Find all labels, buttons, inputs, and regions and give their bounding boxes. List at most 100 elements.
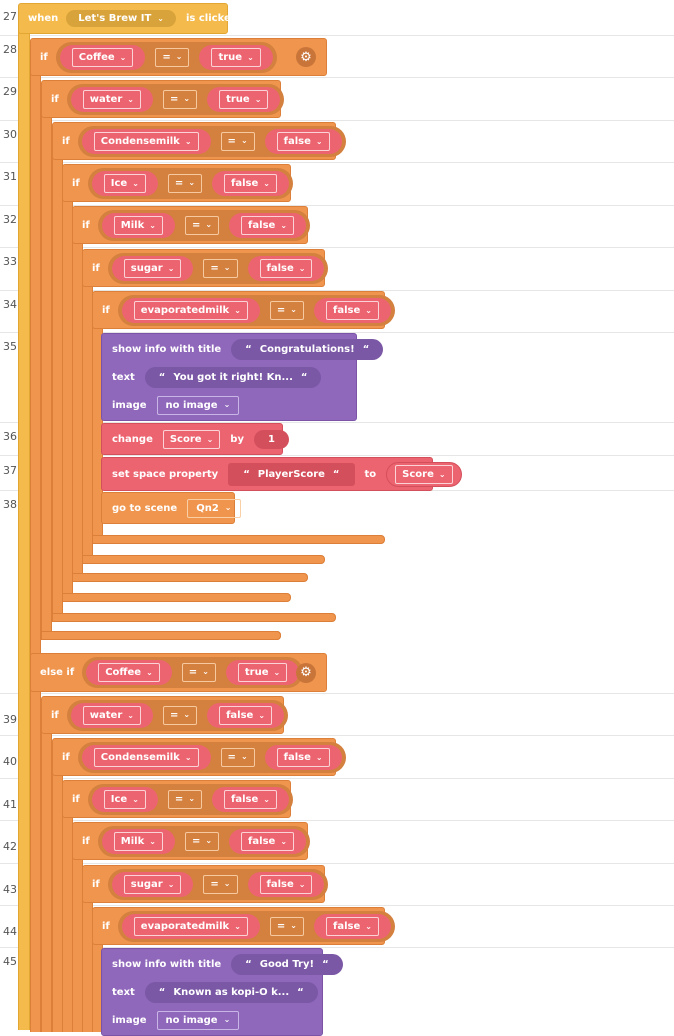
if-block-header[interactable]: if water ⌄ = ⌄ false ⌄ xyxy=(41,696,289,734)
condition-expression[interactable]: Coffee ⌄ = ⌄ true ⌄ xyxy=(55,41,277,73)
condition-expression[interactable]: Condensemilk ⌄ = ⌄ false ⌄ xyxy=(77,741,346,773)
to-variable-dropdown[interactable]: Score ⌄ xyxy=(395,464,453,484)
image-dropdown[interactable]: no image ⌄ xyxy=(156,1010,240,1030)
variable-dropdown[interactable]: evaporatedmilk ⌄ xyxy=(133,916,248,936)
operator-dropdown[interactable]: = ⌄ xyxy=(203,258,238,278)
value-dropdown[interactable]: false ⌄ xyxy=(224,173,277,193)
title-string-input[interactable]: “Good Try! “ xyxy=(231,953,343,975)
value-dropdown[interactable]: false ⌄ xyxy=(224,789,277,809)
when-clicked-block[interactable]: when Let's Brew IT ⌄ is clicked xyxy=(18,3,238,34)
value-dropdown[interactable]: false ⌄ xyxy=(241,831,295,851)
set-space-property-block[interactable]: set space property “PlayerScore “ to Score ⌄ xyxy=(101,457,462,491)
variable-dropdown[interactable]: sugar ⌄ xyxy=(123,258,182,278)
variable-dropdown[interactable]: sugar ⌄ xyxy=(123,874,182,894)
operator-dropdown[interactable]: = ⌄ xyxy=(269,916,304,936)
show-info-block[interactable]: show info with title “Congratulations! “ te… xyxy=(101,333,384,421)
text-string-input[interactable]: “You got it right! Kn... “ xyxy=(144,366,322,388)
value-dropdown[interactable]: false ⌄ xyxy=(276,131,330,151)
event-target-dropdown[interactable]: Let's Brew IT ⌄ xyxy=(66,10,176,27)
text-string-input[interactable]: “Known as kopi-O k... “ xyxy=(144,981,318,1003)
operator-dropdown[interactable]: = ⌄ xyxy=(167,789,203,809)
condition-expression[interactable]: Coffee ⌄ = ⌄ true ⌄ xyxy=(82,657,304,688)
if-block-header[interactable]: if evaporatedmilk ⌄ = ⌄ false ⌄ xyxy=(92,907,395,945)
condition-expression[interactable]: Ice ⌄ = ⌄ false ⌄ xyxy=(87,167,293,199)
operator: = xyxy=(191,835,201,847)
if-block-header[interactable]: if Condensemilk ⌄ = ⌄ false ⌄ xyxy=(52,122,346,160)
condition-expression[interactable]: sugar ⌄ = ⌄ false ⌄ xyxy=(107,252,329,284)
variable-dropdown[interactable]: Condensemilk ⌄ xyxy=(93,747,199,767)
if-block-header[interactable]: else if Coffee ⌄ = ⌄ true ⌄ ⚙ xyxy=(30,653,327,692)
info-title-row: show info with title “Congratulations! “ xyxy=(112,338,384,360)
value-dropdown[interactable]: false ⌄ xyxy=(219,705,273,725)
value-dropdown[interactable]: true ⌄ xyxy=(219,89,269,109)
scene-name: Qn2 xyxy=(196,502,219,514)
if-block-header[interactable]: if evaporatedmilk ⌄ = ⌄ false ⌄ xyxy=(92,291,395,329)
variable-dropdown[interactable]: Milk ⌄ xyxy=(113,215,163,235)
value-dropdown[interactable]: false ⌄ xyxy=(276,747,330,767)
if-block-header[interactable]: if Milk ⌄ = ⌄ false ⌄ xyxy=(72,822,311,860)
value-dropdown[interactable]: false ⌄ xyxy=(325,916,379,936)
if-block-header[interactable]: if water ⌄ = ⌄ true ⌄ xyxy=(41,80,285,118)
condition-expression[interactable]: water ⌄ = ⌄ true ⌄ xyxy=(66,83,285,115)
value: true xyxy=(244,667,269,678)
value-dropdown[interactable]: true ⌄ xyxy=(211,47,261,67)
variable-dropdown[interactable]: Ice ⌄ xyxy=(103,789,146,809)
value-dropdown[interactable]: true ⌄ xyxy=(237,663,288,682)
value-dropdown[interactable]: false ⌄ xyxy=(259,874,313,894)
value-dropdown[interactable]: false ⌄ xyxy=(325,300,379,320)
if-block-header[interactable]: if Milk ⌄ = ⌄ false ⌄ xyxy=(72,206,311,244)
operator-dropdown[interactable]: = ⌄ xyxy=(162,89,198,109)
condition-expression[interactable]: sugar ⌄ = ⌄ false ⌄ xyxy=(107,868,329,900)
value-dropdown[interactable]: false ⌄ xyxy=(241,215,295,235)
chevron-down-icon: ⌄ xyxy=(146,668,153,677)
condition-expression[interactable]: Milk ⌄ = ⌄ false ⌄ xyxy=(97,825,311,857)
condition-expression[interactable]: evaporatedmilk ⌄ = ⌄ false ⌄ xyxy=(117,294,395,326)
chevron-down-icon: ⌄ xyxy=(234,305,241,315)
operator-dropdown[interactable]: = ⌄ xyxy=(220,131,255,151)
property-string-input[interactable]: “PlayerScore “ xyxy=(228,462,355,486)
operator-dropdown[interactable]: = ⌄ xyxy=(184,831,220,851)
chevron-down-icon: ⌄ xyxy=(184,136,192,146)
if-block-header[interactable]: if sugar ⌄ = ⌄ false ⌄ xyxy=(82,865,329,903)
condition-expression[interactable]: Condensemilk ⌄ = ⌄ false ⌄ xyxy=(77,125,346,157)
if-block-header[interactable]: if sugar ⌄ = ⌄ false ⌄ xyxy=(82,249,329,287)
if-block-spine xyxy=(30,663,41,1032)
operator-dropdown[interactable]: = ⌄ xyxy=(269,300,304,320)
gear-icon[interactable]: ⚙ xyxy=(296,662,316,683)
go-to-scene-block[interactable]: go to scene Qn2 ⌄ xyxy=(101,492,241,524)
operator-dropdown[interactable]: = ⌄ xyxy=(155,47,190,67)
show-info-block[interactable]: show info with title “Good Try! “ text “Know… xyxy=(101,948,343,1036)
operator-dropdown[interactable]: = ⌄ xyxy=(203,874,238,894)
operator-dropdown[interactable]: = ⌄ xyxy=(167,173,203,193)
if-block-header[interactable]: if Ice ⌄ = ⌄ false ⌄ xyxy=(62,780,293,818)
operator-dropdown[interactable]: = ⌄ xyxy=(181,663,216,682)
variable-dropdown[interactable]: Ice ⌄ xyxy=(103,173,146,193)
scene-dropdown[interactable]: Qn2 ⌄ xyxy=(187,498,241,518)
operator-dropdown[interactable]: = ⌄ xyxy=(220,747,255,767)
condition-expression[interactable]: water ⌄ = ⌄ false ⌄ xyxy=(66,699,289,731)
variable-dropdown[interactable]: Condensemilk ⌄ xyxy=(93,131,199,151)
condition-expression[interactable]: Ice ⌄ = ⌄ false ⌄ xyxy=(87,783,293,815)
gear-icon[interactable]: ⚙ xyxy=(296,47,316,67)
variable-dropdown[interactable]: evaporatedmilk ⌄ xyxy=(133,300,248,320)
if-block-header[interactable]: if Ice ⌄ = ⌄ false ⌄ xyxy=(62,164,293,202)
change-variable-block[interactable]: change Score ⌄ by 1 xyxy=(101,423,289,455)
if-block-header[interactable]: if Coffee ⌄ = ⌄ true ⌄ ⚙ xyxy=(30,38,327,76)
if-block-header[interactable]: if Condensemilk ⌄ = ⌄ false ⌄ xyxy=(52,738,346,776)
variable-dropdown[interactable]: Milk ⌄ xyxy=(113,831,163,851)
image-dropdown[interactable]: no image ⌄ xyxy=(156,395,240,415)
condition-expression[interactable]: evaporatedmilk ⌄ = ⌄ false ⌄ xyxy=(117,910,395,942)
change-variable-dropdown[interactable]: Score ⌄ xyxy=(162,429,221,449)
variable-dropdown[interactable]: Coffee ⌄ xyxy=(98,663,160,682)
operator-dropdown[interactable]: = ⌄ xyxy=(184,215,220,235)
variable-dropdown[interactable]: water ⌄ xyxy=(82,705,141,725)
info-text-row: text “You got it right! Kn... “ xyxy=(112,366,322,388)
variable-dropdown[interactable]: Coffee ⌄ xyxy=(71,47,134,67)
operator-dropdown[interactable]: = ⌄ xyxy=(162,705,198,725)
variable-dropdown[interactable]: water ⌄ xyxy=(82,89,141,109)
by-value-input[interactable]: 1 xyxy=(253,429,289,449)
condition-expression[interactable]: Milk ⌄ = ⌄ false ⌄ xyxy=(97,209,311,241)
title-string-input[interactable]: “Congratulations! “ xyxy=(231,338,384,360)
value-dropdown[interactable]: false ⌄ xyxy=(259,258,313,278)
line-separator xyxy=(0,422,674,423)
